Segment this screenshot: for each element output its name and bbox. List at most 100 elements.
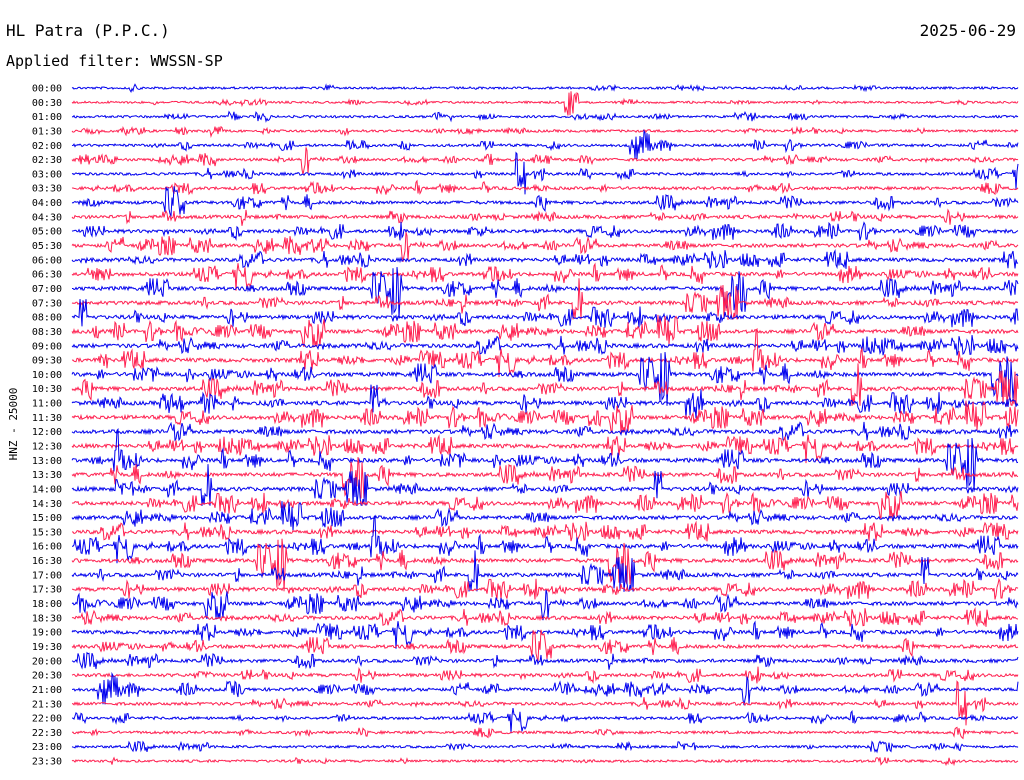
seismogram-trace (71, 550, 1019, 592)
time-label: 15:00 (32, 513, 62, 524)
filter-label: Applied filter: WWSSN-SP (6, 52, 223, 70)
seismogram-trace (71, 651, 1019, 670)
seismogram-trace (71, 501, 1019, 531)
seismogram-trace (71, 129, 1019, 160)
time-label: 07:30 (32, 298, 62, 309)
seismogram-trace (71, 464, 1019, 507)
seismogram-trace (71, 491, 1019, 520)
seismogram-trace (71, 666, 1019, 684)
time-label: 14:30 (32, 499, 62, 510)
seismogram-trace (71, 726, 1019, 740)
time-label: 21:00 (32, 685, 62, 696)
time-label: 17:00 (32, 570, 62, 581)
seismogram-trace (71, 538, 1019, 592)
time-label: 06:00 (32, 255, 62, 266)
seismogram-trace (71, 314, 1019, 348)
time-label: 01:30 (32, 126, 62, 137)
seismogram-trace (71, 91, 1019, 116)
time-label: 03:30 (32, 184, 62, 195)
time-label: 23:30 (32, 757, 62, 768)
seismogram-trace (71, 232, 1019, 262)
time-label: 02:30 (32, 155, 62, 166)
time-label: 17:30 (32, 585, 62, 596)
time-label: 02:00 (32, 141, 62, 152)
station-title: HL Patra (P.P.C.) (6, 21, 170, 40)
time-label: 18:30 (32, 613, 62, 624)
seismogram-trace (71, 186, 1019, 217)
date-label: 2025-06-29 (920, 21, 1016, 40)
time-label: 11:30 (32, 413, 62, 424)
time-label: 22:00 (32, 714, 62, 725)
seismogram-trace (71, 125, 1019, 138)
time-label: 16:00 (32, 542, 62, 553)
time-label: 23:00 (32, 742, 62, 753)
seismogram-traces (71, 83, 1019, 767)
time-label: 03:00 (32, 169, 62, 180)
seismogram-trace (72, 514, 1019, 564)
seismogram-trace (71, 110, 1019, 123)
seismogram-trace (71, 400, 1019, 434)
seismogram-trace (71, 680, 1019, 726)
time-label: 00:30 (32, 98, 62, 109)
seismogram-trace (71, 83, 1019, 93)
seismogram-trace (71, 262, 1019, 291)
seismogram-trace (72, 577, 1019, 600)
time-label: 05:00 (32, 227, 62, 238)
seismogram-trace (71, 620, 1019, 649)
time-label: 14:00 (32, 484, 62, 495)
time-label: 15:30 (32, 527, 62, 538)
time-label: 07:00 (32, 284, 62, 295)
time-label: 08:00 (32, 313, 62, 324)
seismogram-trace (71, 147, 1019, 175)
time-label: 00:00 (32, 84, 62, 95)
time-label: 19:30 (32, 642, 62, 653)
seismogram-trace (71, 363, 1019, 407)
time-label: 12:30 (32, 442, 62, 453)
time-label: 09:30 (32, 356, 62, 367)
time-label: 04:30 (32, 212, 62, 223)
seismogram-trace (71, 335, 1019, 356)
seismogram-trace (71, 208, 1019, 226)
seismogram-trace (71, 740, 1019, 754)
time-label: 16:30 (32, 556, 62, 567)
seismogram-trace (72, 267, 1019, 319)
seismogram-trace (71, 457, 1019, 499)
time-labels: 00:00 00:30 01:00 01:30 02:00 02:30 03:00 03:30… (32, 84, 62, 768)
seismogram-trace (71, 299, 1019, 328)
time-label: 12:00 (32, 427, 62, 438)
seismogram-trace (72, 708, 1019, 734)
seismogram-trace (71, 421, 1019, 442)
seismogram-trace (71, 327, 1019, 378)
channel-label: HNZ - 25000 (7, 388, 20, 461)
seismogram-trace (71, 179, 1019, 196)
seismogram-trace (71, 520, 1019, 542)
time-label: 18:00 (32, 599, 62, 610)
time-label: 10:00 (32, 370, 62, 381)
time-label: 19:00 (32, 628, 62, 639)
time-label: 21:30 (32, 699, 62, 710)
seismogram-trace (71, 629, 1019, 662)
seismogram-trace (72, 671, 1019, 706)
seismogram-trace (71, 756, 1019, 767)
time-label: 04:00 (32, 198, 62, 209)
seismogram-trace (71, 352, 1019, 406)
time-label: 09:00 (32, 341, 62, 352)
seismogram-trace (71, 278, 1019, 320)
time-label: 11:00 (32, 399, 62, 410)
seismogram-trace (71, 384, 1019, 419)
time-label: 05:30 (32, 241, 62, 252)
time-label: 20:30 (32, 671, 62, 682)
seismogram-trace (71, 249, 1019, 270)
seismogram-trace (71, 434, 1019, 464)
time-label: 22:30 (32, 728, 62, 739)
time-label: 13:00 (32, 456, 62, 467)
time-label: 13:30 (32, 470, 62, 481)
time-label: 20:00 (32, 656, 62, 667)
seismogram-trace (71, 589, 1019, 621)
time-label: 06:30 (32, 270, 62, 281)
seismogram-trace (71, 607, 1019, 628)
time-label: 08:30 (32, 327, 62, 338)
seismogram-trace (71, 221, 1019, 241)
seismogram-trace (71, 428, 1019, 492)
